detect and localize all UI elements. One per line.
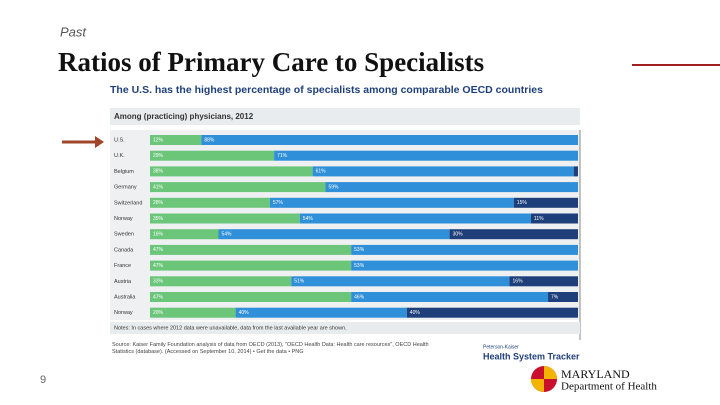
value-label: 33% bbox=[153, 279, 164, 285]
value-label: 59% bbox=[328, 184, 339, 190]
bar-segment bbox=[150, 182, 326, 193]
y-tick-label: France bbox=[114, 263, 131, 269]
y-tick-label: Germany bbox=[114, 185, 137, 191]
value-label: 30% bbox=[453, 232, 464, 238]
bar-segment bbox=[150, 292, 352, 302]
y-tick-label: Belgium bbox=[114, 169, 134, 175]
value-label: 71% bbox=[277, 153, 288, 159]
value-label: 28% bbox=[153, 200, 164, 206]
logo-seal-quarters bbox=[531, 366, 557, 392]
page-number: 9 bbox=[40, 374, 46, 386]
value-label: 53% bbox=[354, 247, 365, 253]
bar-segment bbox=[150, 276, 292, 287]
source-box: Source: Kaiser Family Foundation analysi… bbox=[112, 342, 429, 355]
bar-segment bbox=[269, 197, 514, 208]
bar-segment bbox=[150, 135, 202, 145]
value-label: 20% bbox=[153, 310, 164, 316]
bar-segment bbox=[218, 229, 450, 240]
value-label: 57% bbox=[273, 200, 284, 206]
bar-segment bbox=[291, 276, 510, 287]
bar-segment bbox=[449, 229, 578, 240]
arrow-head bbox=[95, 136, 104, 148]
y-tick-label: Canada bbox=[114, 247, 134, 253]
y-tick-label: Austria bbox=[114, 279, 132, 285]
value-label: 11% bbox=[534, 216, 544, 222]
bar-segment bbox=[530, 213, 578, 224]
value-label: 46% bbox=[354, 294, 365, 300]
section-label: Past bbox=[60, 24, 87, 39]
bar-segment bbox=[325, 182, 578, 193]
bar-segment bbox=[312, 166, 574, 177]
bar-segment bbox=[509, 276, 578, 287]
plot-bg bbox=[110, 130, 580, 320]
y-tick-label: Sweden bbox=[114, 232, 134, 238]
y-tick-label: U.S. bbox=[114, 137, 125, 143]
y-tick-label: Norway bbox=[114, 216, 133, 222]
chart-title: The U.S. has the highest percentage of s… bbox=[110, 84, 543, 96]
value-label: 40% bbox=[410, 310, 421, 316]
subtitle-band bbox=[110, 108, 580, 125]
y-tick-label: U.K. bbox=[114, 153, 125, 159]
bar-segment bbox=[573, 166, 578, 177]
bar-segment bbox=[299, 213, 531, 224]
value-label: 38% bbox=[153, 169, 164, 175]
value-label: 40% bbox=[239, 310, 250, 316]
y-tick-label: Norway bbox=[114, 310, 133, 316]
logo-line2: Department of Health bbox=[561, 381, 657, 393]
brand-line1: Peterson-Kaiser bbox=[483, 344, 519, 350]
value-label: 88% bbox=[204, 137, 215, 143]
value-label: 12% bbox=[153, 137, 164, 143]
notes-band bbox=[110, 322, 580, 334]
bar-segment bbox=[150, 260, 352, 271]
value-label: 41% bbox=[153, 184, 164, 190]
value-label: 47% bbox=[153, 294, 164, 300]
brand-line2: Health System Tracker bbox=[483, 351, 580, 361]
bar-segment bbox=[406, 307, 578, 318]
bar-segment bbox=[235, 307, 407, 318]
y-tick-label: Australia bbox=[114, 294, 136, 300]
bar-segment bbox=[150, 150, 275, 161]
value-label: 47% bbox=[153, 247, 164, 253]
chart-source: Source: Kaiser Family Foundation analysi… bbox=[112, 342, 429, 355]
slide-title: Ratios of Primary Care to Specialists bbox=[58, 47, 484, 77]
value-label: 51% bbox=[294, 279, 305, 285]
bar-segment bbox=[201, 135, 579, 145]
value-label: 61% bbox=[316, 169, 327, 175]
chart-subtitle: Among (practicing) physicians, 2012 bbox=[114, 112, 254, 121]
bar-segment bbox=[150, 244, 352, 255]
y-tick-label: Switzerland bbox=[114, 200, 142, 206]
logo-line1: MARYLAND bbox=[561, 367, 630, 381]
bar-segment bbox=[150, 229, 219, 240]
value-label: 7% bbox=[551, 294, 559, 300]
bar-segment bbox=[150, 197, 270, 208]
bar-segment bbox=[274, 150, 578, 161]
bar-segment bbox=[351, 260, 578, 271]
value-label: 16% bbox=[153, 232, 164, 238]
bar-segment bbox=[150, 213, 300, 224]
bar-segment bbox=[150, 166, 313, 177]
bar-segment bbox=[548, 292, 578, 302]
bar-segment bbox=[150, 307, 236, 318]
value-label: 54% bbox=[303, 216, 314, 222]
chart-notes: Notes: In cases where 2012 data were una… bbox=[114, 325, 347, 331]
bar-segment bbox=[513, 197, 578, 208]
value-label: 54% bbox=[221, 232, 232, 238]
value-label: 35% bbox=[153, 216, 164, 222]
value-label: 53% bbox=[354, 263, 365, 269]
value-label: 47% bbox=[153, 263, 164, 269]
bar-segment bbox=[351, 292, 549, 302]
value-label: 16% bbox=[513, 279, 524, 285]
value-label: 29% bbox=[153, 153, 164, 159]
value-label: 15% bbox=[517, 200, 528, 206]
bar-segment bbox=[351, 244, 578, 255]
